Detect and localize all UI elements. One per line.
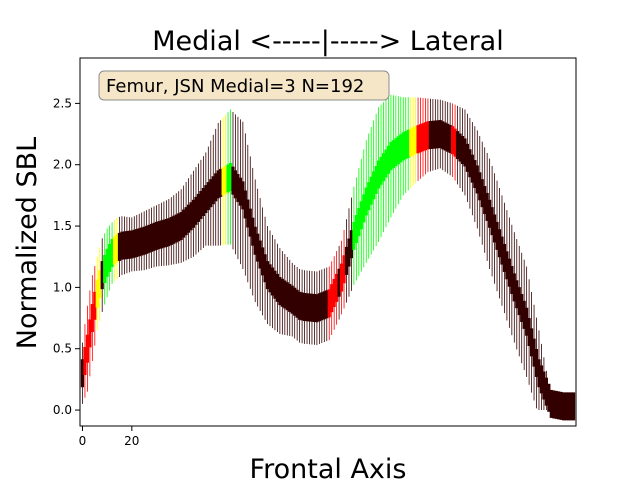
annotation-box-background [98, 70, 390, 101]
x-tick-label: 20 [124, 434, 139, 448]
y-tick-label: 1.5 [53, 219, 72, 233]
annotation-text: Femur, JSN Medial=3 N=192 [106, 76, 364, 97]
y-tick-label: 0.5 [53, 342, 72, 356]
chart-title: Medial <-----|-----> Lateral [152, 26, 503, 57]
annotation-box: Femur, JSN Medial=3 N=192 [98, 70, 390, 101]
y-tick-label: 1.0 [53, 280, 72, 294]
x-axis-ticks: 0 20 [79, 426, 139, 448]
x-axis-label: Frontal Axis [250, 454, 407, 480]
y-axis-ticks: 0.0 0.5 1.0 1.5 2.0 2.5 [53, 96, 80, 417]
y-tick-label: 0.0 [53, 403, 72, 417]
plot-frame [79, 57, 577, 427]
mean-line [80, 120, 576, 421]
y-axis-label: Normalized SBL [12, 137, 43, 349]
x-tick-label: 0 [79, 434, 87, 448]
y-tick-label: 2.5 [53, 96, 72, 110]
y-tick-label: 2.0 [53, 158, 72, 172]
